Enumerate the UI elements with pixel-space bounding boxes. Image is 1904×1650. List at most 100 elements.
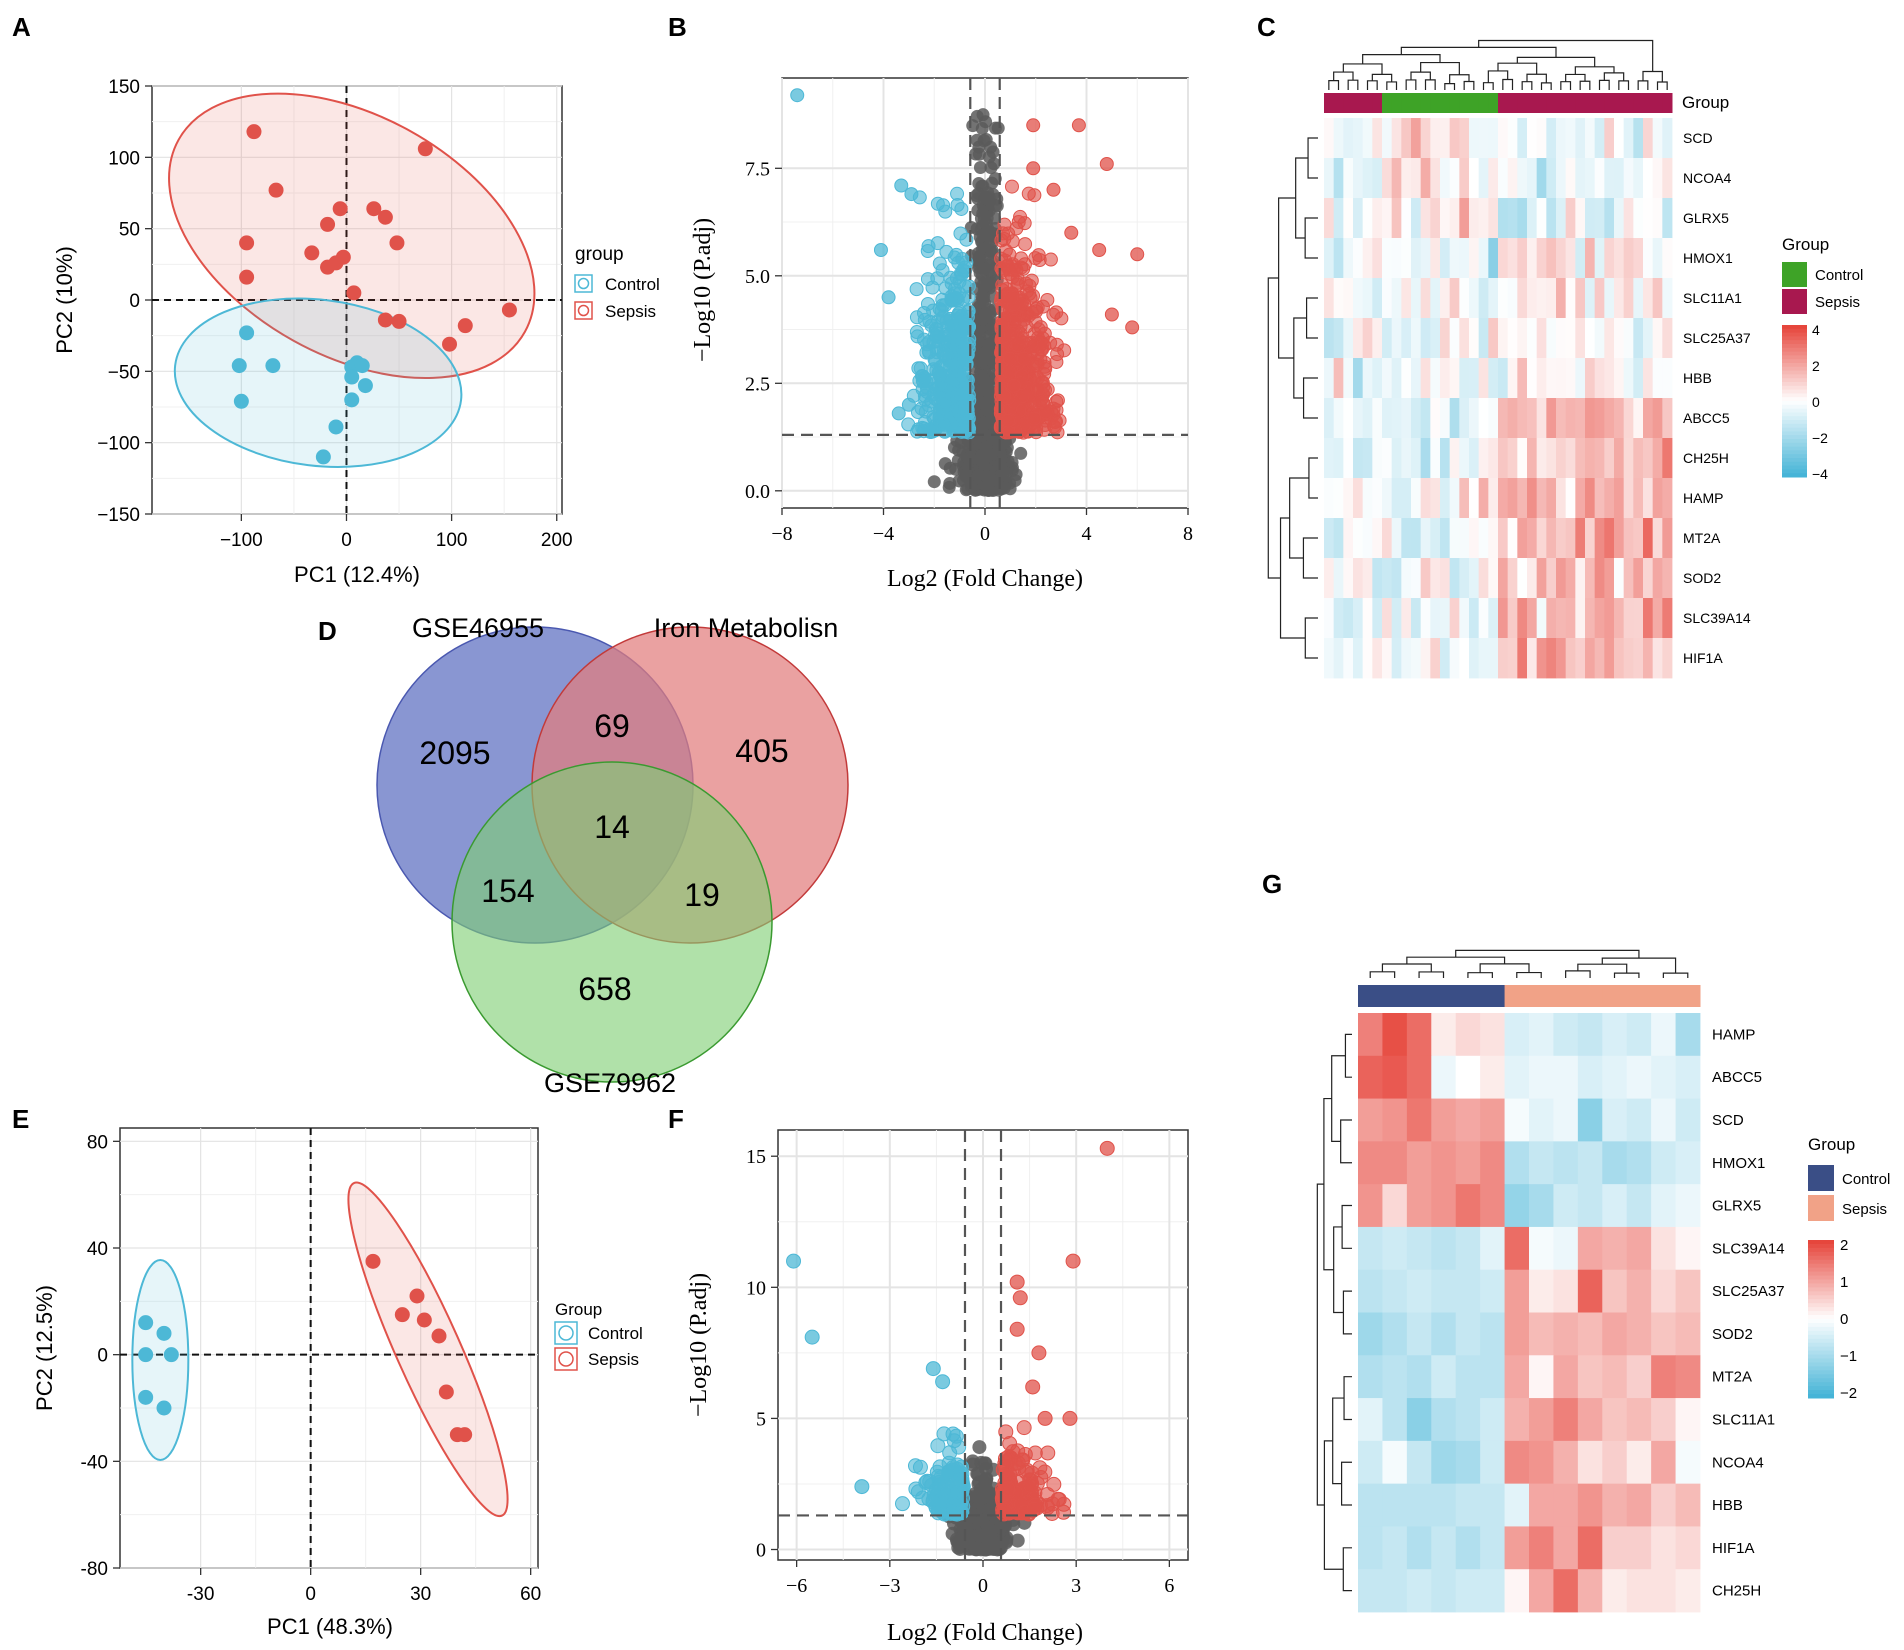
y-tick-label: 7.5	[745, 158, 770, 180]
dendrogram-branch	[1420, 61, 1460, 75]
heatmap-cell	[1431, 1569, 1457, 1613]
point-down	[914, 401, 929, 416]
heatmap-cell	[1527, 598, 1538, 639]
heatmap-cell	[1546, 478, 1557, 519]
heatmap-cell	[1529, 1098, 1554, 1142]
point-outlier	[790, 88, 805, 103]
heatmap-cell	[1480, 1226, 1505, 1271]
heatmap-cell	[1382, 1569, 1408, 1613]
point-down	[919, 380, 934, 395]
heatmap-cell	[1498, 478, 1509, 519]
heatmap-cell	[1643, 598, 1654, 639]
heatmap-cell	[1614, 238, 1625, 279]
heatmap-cell	[1652, 118, 1663, 159]
y-tick-label: 15	[746, 1146, 766, 1168]
heatmap-cell	[1430, 438, 1441, 479]
panel-label-d: D	[318, 616, 337, 646]
group-annotation-cell	[1651, 985, 1677, 1007]
heatmap-cell	[1507, 318, 1518, 359]
heatmap-cell	[1651, 1398, 1676, 1442]
heatmap-cell	[1626, 1184, 1652, 1228]
heatmap-cell	[1643, 278, 1654, 319]
dendrogram-branch	[1340, 1119, 1352, 1164]
heatmap-cell	[1662, 198, 1673, 239]
heatmap-cell	[1431, 1269, 1457, 1313]
heatmap-cell	[1480, 1398, 1505, 1442]
heatmap-cell	[1406, 1055, 1432, 1099]
heatmap-cell	[1651, 1312, 1676, 1356]
point-outlier	[1099, 1140, 1115, 1156]
color-scale-label: 2	[1812, 358, 1820, 374]
legend-marker-control	[577, 277, 590, 290]
heatmap-cell	[1594, 518, 1605, 559]
color-scale-step	[1782, 450, 1807, 455]
group-annotation-cell	[1431, 985, 1457, 1007]
heatmap-cell	[1401, 518, 1412, 559]
heatmap-cell	[1517, 118, 1528, 159]
point-sepsis	[391, 313, 407, 329]
heatmap-cell	[1440, 158, 1451, 199]
volcano-plot-f: −6 −3 0 3 6 0 5 10 15 Log2 (Fold Change) −Log10 …	[686, 1129, 1189, 1646]
point-outlier	[1026, 118, 1041, 133]
heatmap-cell	[1459, 438, 1470, 479]
heatmap-cell	[1469, 478, 1480, 519]
heatmap-cell	[1455, 1569, 1481, 1613]
legend: Group Control Sepsis 2 1 0 −1 −2	[1808, 1135, 1890, 1402]
heatmap-cell	[1333, 318, 1344, 359]
x-tick-label: 8	[1183, 523, 1193, 545]
point-down	[945, 1485, 961, 1501]
point-nonsignificant	[975, 422, 989, 436]
heatmap-cell	[1362, 278, 1373, 319]
heatmap-cell	[1594, 238, 1605, 279]
color-scale-step	[1782, 374, 1807, 379]
heatmap-cell	[1553, 1141, 1579, 1185]
heatmap-cell	[1469, 158, 1480, 199]
heatmap-cell	[1594, 598, 1605, 639]
heatmap-cell	[1675, 1141, 1701, 1185]
heatmap-cell	[1353, 158, 1364, 199]
color-scale-step	[1782, 465, 1807, 470]
panel-label-b: B	[668, 12, 687, 42]
point-up	[1001, 364, 1016, 379]
gene-label: NCOA4	[1683, 170, 1731, 186]
heatmap-cell	[1675, 1440, 1701, 1485]
point-up	[1010, 277, 1025, 292]
heatmap-cell	[1440, 598, 1451, 639]
group-annotation-cell	[1391, 93, 1402, 113]
heatmap-cell	[1382, 1226, 1408, 1271]
point-control	[344, 369, 360, 385]
x-tick-label: 3	[1071, 1575, 1081, 1597]
heatmap-cell	[1529, 1526, 1554, 1570]
heatmap-cell	[1391, 118, 1402, 159]
point-up	[1020, 284, 1035, 299]
dendrogram-branch	[1410, 71, 1431, 80]
color-scale-step	[1782, 461, 1807, 467]
heatmap-cell	[1626, 1355, 1652, 1399]
heatmap-cell	[1553, 1269, 1579, 1313]
heatmap-cell	[1575, 158, 1586, 199]
dendrogram-branch	[1516, 971, 1542, 978]
point-down	[917, 312, 932, 327]
heatmap-cell	[1602, 1440, 1628, 1485]
point-control	[328, 419, 344, 435]
point-nonsignificant	[938, 457, 952, 471]
heatmap-cell	[1652, 638, 1663, 679]
point-sepsis	[457, 318, 473, 334]
heatmap-cell	[1585, 438, 1596, 479]
heatmap-cell	[1333, 598, 1344, 639]
heatmap-cell	[1553, 1569, 1579, 1613]
gene-label: GLRX5	[1712, 1198, 1761, 1215]
y-tick-label: −150	[97, 505, 140, 526]
color-scale-step	[1782, 408, 1807, 413]
dendrogram-branch	[1295, 157, 1309, 239]
color-scale-step	[1782, 427, 1807, 432]
heatmap-cell	[1604, 158, 1615, 199]
heatmap-cell	[1517, 598, 1528, 639]
threshold-lines	[782, 78, 1188, 508]
heatmap-cell	[1585, 398, 1596, 439]
point-up	[1001, 413, 1016, 428]
heatmap-cell	[1507, 158, 1518, 199]
dendrogram-branch	[1381, 963, 1432, 972]
heatmap-cell	[1527, 638, 1538, 679]
